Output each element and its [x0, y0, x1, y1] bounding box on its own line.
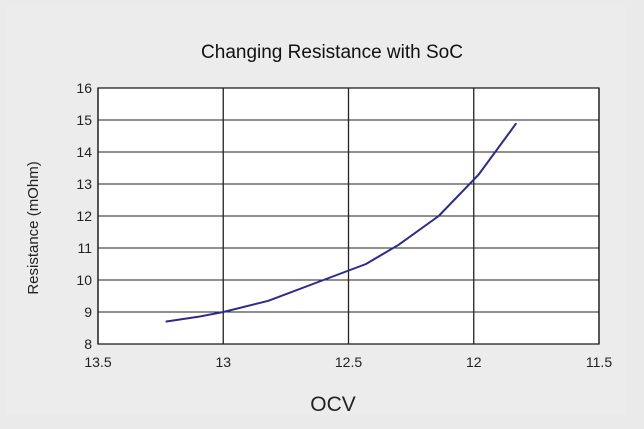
y-tick-label: 16 — [76, 80, 92, 96]
x-axis-label: OCV — [310, 393, 356, 415]
y-tick-label: 13 — [76, 176, 92, 192]
x-tick-label: 12.5 — [335, 354, 362, 370]
y-tick-label: 8 — [84, 336, 92, 352]
y-tick-label: 12 — [76, 208, 92, 224]
x-tick-label: 11.5 — [586, 354, 612, 370]
plot-area: 8 9 10 11 12 13 14 15 16 13.5 13 12.5 12 11.5 — [76, 80, 612, 370]
chart-frame: Changing Resistance with SoC Resistance … — [6, 6, 626, 415]
y-tick-label: 9 — [84, 304, 92, 320]
y-tick-label: 10 — [76, 272, 92, 288]
chart-title: Changing Resistance with SoC — [201, 42, 463, 63]
series-line — [165, 122, 518, 323]
y-tick-label: 15 — [76, 112, 92, 128]
resistance-chart: Changing Resistance with SoC Resistance … — [25, 42, 612, 415]
y-tick-label: 11 — [77, 240, 92, 256]
x-tick-label: 13 — [215, 354, 231, 370]
x-tick-label: 13.5 — [84, 354, 111, 370]
x-tick-label: 12 — [466, 354, 482, 370]
plot-border — [97, 87, 600, 345]
y-tick-label: 14 — [76, 144, 92, 160]
y-axis-label: Resistance (mOhm) — [25, 161, 42, 294]
